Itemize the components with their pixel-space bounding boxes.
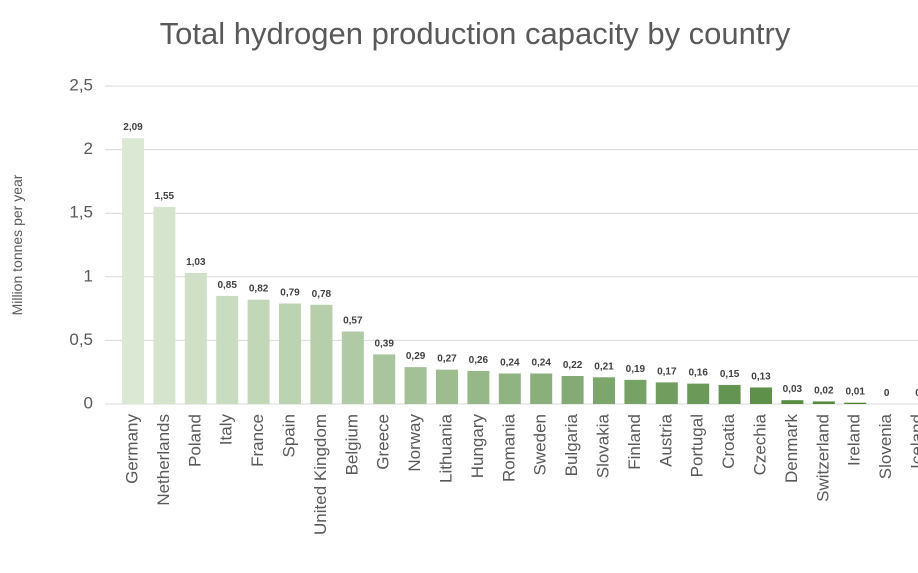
data-label: 0,27 — [437, 354, 457, 365]
x-tick-label: Ireland — [845, 414, 864, 466]
x-tick-label: United Kingdom — [311, 414, 330, 535]
y-tick-label: 0,5 — [69, 330, 93, 349]
data-label: 0,02 — [814, 385, 834, 396]
bar — [687, 383, 710, 404]
x-tick-label: Germany — [122, 414, 141, 484]
bar — [593, 377, 615, 404]
data-label: 0,16 — [688, 368, 708, 379]
y-tick-label: 2 — [84, 139, 93, 158]
bar — [247, 299, 270, 404]
x-tick-label: Belgium — [342, 414, 361, 475]
data-label: 0,21 — [594, 361, 614, 372]
data-label: 0,13 — [751, 371, 771, 382]
bar — [624, 379, 647, 404]
bar — [530, 373, 553, 404]
data-label: 0,29 — [406, 351, 426, 362]
x-tick-label: Italy — [217, 414, 236, 446]
data-label: 1,55 — [155, 191, 175, 202]
x-tick-label: Finland — [625, 414, 644, 470]
bar — [561, 376, 584, 404]
x-tick-label: Netherlands — [154, 414, 173, 506]
x-tick-label: Hungary — [468, 414, 487, 479]
data-label: 1,03 — [186, 257, 206, 268]
bar — [844, 402, 867, 404]
data-label: 0,19 — [626, 364, 646, 375]
data-label: 0,15 — [720, 369, 740, 380]
x-tick-label: Portugal — [688, 414, 707, 477]
bar — [781, 400, 804, 404]
data-label: 0,82 — [249, 284, 269, 295]
bar — [122, 138, 144, 405]
x-tick-label: Denmark — [782, 414, 801, 483]
y-tick-label: 0 — [84, 393, 93, 412]
y-tick-label: 1 — [84, 266, 93, 285]
x-tick-label: Bulgaria — [562, 413, 581, 476]
bar — [216, 295, 239, 404]
x-tick-label: France — [248, 414, 267, 467]
data-label: 0,24 — [500, 357, 520, 368]
x-tick-label: Slovakia — [593, 413, 612, 478]
x-tick-label: Czechia — [750, 413, 769, 475]
x-tick-label: Sweden — [531, 414, 550, 475]
bar — [184, 272, 207, 404]
data-label: 2,09 — [123, 122, 143, 133]
data-label: 0,17 — [657, 366, 677, 377]
x-tick-label: Iceland — [907, 414, 918, 469]
bar — [750, 387, 772, 404]
bar — [153, 206, 176, 404]
x-tick-label: Switzerland — [813, 414, 832, 502]
bar — [373, 354, 396, 404]
x-tick-label: Lithuania — [436, 413, 455, 483]
bar — [341, 331, 364, 404]
x-tick-label: Spain — [279, 414, 298, 457]
bar — [467, 370, 490, 404]
y-axis-label: Million tonnes per year — [9, 174, 25, 315]
y-tick-label: 2,5 — [69, 75, 93, 94]
x-tick-label: Romania — [499, 413, 518, 482]
data-label: 0,22 — [563, 360, 583, 371]
x-tick-label: Norway — [405, 414, 424, 472]
data-label: 0,24 — [531, 357, 551, 368]
x-tick-label: Poland — [185, 414, 204, 467]
x-tick-label: Slovenia — [876, 413, 895, 479]
y-tick-label: 1,5 — [69, 203, 93, 222]
x-tick-label: Austria — [656, 413, 675, 466]
bar — [310, 304, 333, 404]
bar — [655, 382, 678, 404]
bar — [279, 303, 301, 404]
data-label: 0,85 — [217, 280, 237, 291]
data-label: 0,01 — [845, 387, 865, 398]
data-label: 0,26 — [469, 355, 489, 366]
bar — [436, 369, 458, 404]
chart-title: Total hydrogen production capacity by co… — [160, 16, 791, 51]
bar — [812, 401, 835, 404]
data-label: 0,57 — [343, 315, 363, 326]
data-label: 0 — [884, 388, 890, 399]
x-tick-label: Greece — [374, 414, 393, 470]
x-tick-label: Croatia — [719, 413, 738, 468]
data-label: 0 — [915, 388, 918, 399]
data-label: 0,39 — [374, 338, 394, 349]
bar — [718, 384, 741, 404]
data-label: 0,03 — [783, 384, 803, 395]
data-label: 0,78 — [312, 289, 332, 300]
data-label: 0,79 — [280, 288, 300, 299]
bar — [498, 373, 521, 404]
bar — [404, 367, 427, 404]
